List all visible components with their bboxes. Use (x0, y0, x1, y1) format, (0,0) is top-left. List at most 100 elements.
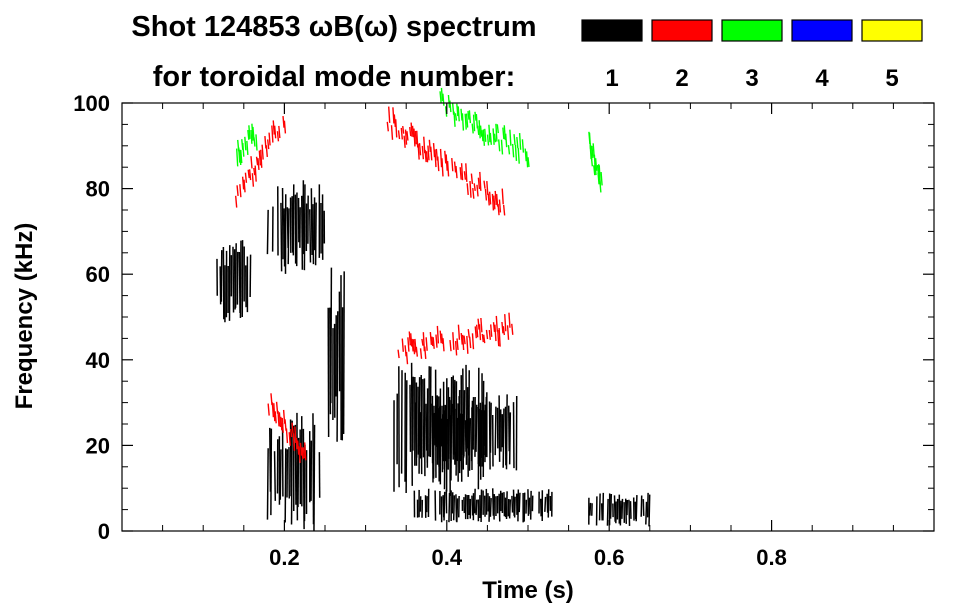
feature-stroke (271, 402, 275, 418)
feature-stroke (478, 324, 482, 341)
feature-stroke (528, 497, 531, 515)
feature-stroke (628, 499, 631, 526)
feature-stroke (278, 412, 282, 428)
feature-stroke (546, 493, 549, 513)
feature-stroke (410, 362, 414, 486)
feature-stroke (449, 339, 452, 352)
feature-stroke (514, 144, 518, 162)
feature-stroke (489, 132, 493, 145)
feature-stroke (470, 173, 474, 184)
feature-stroke (456, 338, 459, 350)
feature-stroke (336, 311, 339, 442)
feature-stroke (408, 331, 412, 346)
feature-stroke (511, 323, 514, 335)
feature-stroke (478, 120, 481, 139)
feature-stroke (266, 209, 269, 255)
feature-stroke (236, 185, 239, 197)
feature-stroke (386, 121, 389, 132)
feature-stroke (441, 158, 444, 177)
x-tick-label: 0.6 (594, 545, 625, 570)
feature-stroke (424, 149, 427, 163)
feature-stroke (232, 246, 235, 313)
feature-stroke (439, 330, 442, 344)
feature-stroke (481, 333, 484, 343)
legend-swatch-mode-5 (861, 19, 923, 42)
feature-stroke (239, 240, 242, 319)
feature-stroke (309, 209, 312, 263)
feature-stroke (234, 243, 237, 308)
feature-stroke (498, 493, 501, 522)
feature-stroke (414, 338, 417, 353)
feature-stroke (513, 134, 516, 145)
feature-stroke (502, 408, 505, 468)
feature-stroke (291, 422, 294, 434)
feature-stroke (503, 125, 506, 141)
feature-stroke (437, 156, 440, 172)
feature-stroke (466, 335, 469, 354)
feature-stroke (261, 144, 264, 160)
feature-stroke (494, 324, 497, 342)
feature-stroke (496, 124, 499, 134)
feature-stroke (498, 199, 502, 213)
feature-stroke (453, 418, 456, 465)
feature-stroke (525, 151, 529, 168)
feature-mode-2-11 (386, 106, 506, 216)
feature-mode-2-9 (267, 393, 307, 463)
feature-stroke (273, 451, 277, 501)
feature-stroke (429, 331, 433, 345)
feature-stroke (415, 346, 419, 357)
feature-stroke (281, 417, 284, 433)
feature-stroke (411, 338, 414, 352)
feature-stroke (635, 495, 638, 522)
feature-stroke (250, 156, 253, 169)
x-tick-label: 0.8 (756, 545, 787, 570)
feature-stroke (235, 148, 239, 167)
feature-stroke (508, 412, 512, 465)
feature-stroke (497, 139, 501, 152)
feature-stroke (475, 404, 478, 452)
feature-stroke (459, 167, 462, 180)
feature-stroke (242, 142, 245, 157)
feature-stroke (472, 188, 475, 199)
feature-stroke (508, 312, 511, 328)
feature-stroke (280, 416, 283, 431)
feature-stroke (241, 176, 245, 190)
feature-stroke (502, 127, 505, 140)
feature-mode-1-3 (327, 267, 345, 442)
feature-stroke (600, 171, 603, 186)
feature-stroke (427, 145, 430, 161)
feature-stroke (648, 494, 651, 527)
feature-stroke (502, 326, 506, 336)
feature-stroke (240, 149, 243, 164)
feature-stroke (488, 329, 492, 340)
feature-stroke (474, 326, 477, 339)
feature-stroke (500, 139, 504, 155)
feature-stroke (488, 401, 491, 470)
feature-stroke (400, 127, 404, 140)
feature-stroke (313, 424, 316, 531)
feature-stroke (395, 119, 398, 138)
feature-stroke (518, 133, 522, 150)
feature-stroke (436, 325, 440, 344)
feature-stroke (460, 163, 464, 181)
feature-stroke (509, 129, 512, 146)
feature-stroke (393, 114, 397, 128)
feature-stroke (453, 111, 456, 127)
feature-stroke (477, 125, 480, 136)
legend-swatch-mode-1 (581, 19, 643, 42)
feature-stroke (255, 134, 258, 151)
feature-stroke (498, 395, 501, 462)
feature-stroke (265, 145, 269, 157)
feature-stroke (479, 171, 482, 191)
feature-stroke (471, 495, 474, 516)
feature-mode-1-0 (216, 240, 252, 323)
feature-stroke (267, 403, 270, 416)
feature-stroke (342, 271, 345, 434)
feature-stroke (432, 337, 435, 349)
feature-stroke (609, 493, 613, 519)
feature-stroke (266, 139, 270, 150)
x-tick-label: 0.4 (432, 545, 463, 570)
feature-stroke (247, 169, 250, 179)
legend-label-mode-5: 5 (885, 65, 898, 92)
